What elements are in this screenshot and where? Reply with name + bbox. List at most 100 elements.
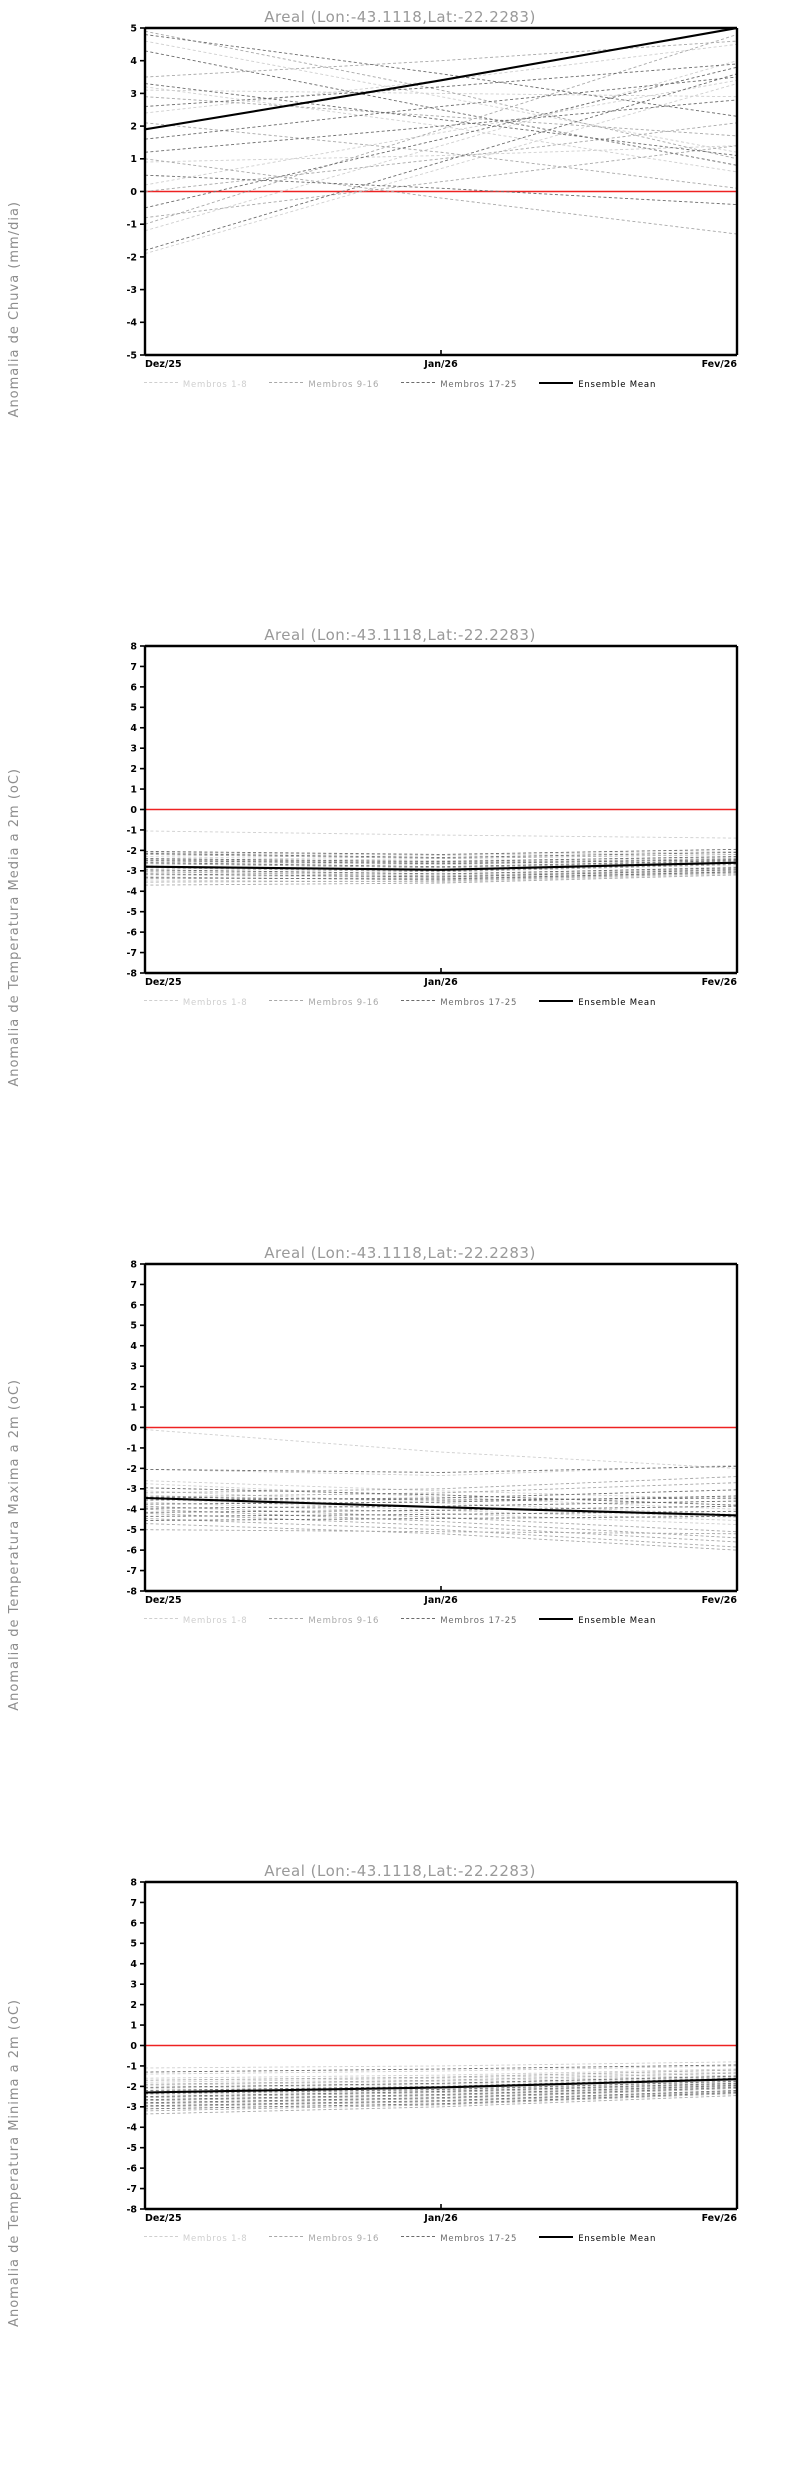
chart-plot-temp-maxima: 8 7 6 5 4 3 2 1 0 -1 -2 -3 -4 -5 -6 -7 -8 Dez/25 Jan/26 Fev… bbox=[126, 1259, 739, 1606]
legend-label: Membros 9-16 bbox=[308, 380, 380, 390]
y-tick-label: 4 bbox=[130, 1341, 137, 1352]
series-line bbox=[145, 1487, 737, 1506]
x-tick-label: Jan/26 bbox=[423, 2213, 458, 2224]
y-tick-label: -6 bbox=[126, 2164, 137, 2175]
y-tick-label: 1 bbox=[130, 2020, 137, 2031]
legend-swatch bbox=[401, 1618, 436, 1620]
y-tick-label: -4 bbox=[126, 318, 137, 329]
legend-label: Membros 17-25 bbox=[440, 380, 518, 390]
series-line bbox=[145, 861, 737, 871]
y-tick-label: -5 bbox=[126, 2143, 137, 2154]
legend-swatch bbox=[269, 1000, 304, 1002]
series-line bbox=[145, 1476, 737, 1494]
legend-swatch bbox=[143, 1618, 178, 1620]
y-tick-label: 0 bbox=[130, 805, 137, 816]
legend-label: Membros 9-16 bbox=[308, 1616, 380, 1626]
legend-label: Membros 1-8 bbox=[182, 1616, 248, 1626]
y-tick-label: -4 bbox=[126, 2123, 137, 2134]
series-line bbox=[145, 40, 737, 153]
series-line bbox=[145, 1483, 737, 1510]
legend-label: Ensemble Mean bbox=[578, 2234, 657, 2244]
x-tick-label: Dez/25 bbox=[145, 1595, 182, 1606]
legend-swatch bbox=[539, 381, 574, 385]
chart-plot-temp-minima: 8 7 6 5 4 3 2 1 0 -1 -2 -3 -4 -5 -6 -7 -8 Dez/25 Jan/26 Fev… bbox=[126, 1877, 739, 2224]
y-tick-label: 1 bbox=[130, 1402, 137, 1413]
series-line bbox=[145, 1496, 737, 1517]
series-line bbox=[145, 873, 737, 883]
y-tick-label: -1 bbox=[126, 2061, 137, 2072]
y-tick-label: 8 bbox=[130, 1877, 137, 1888]
y-tick-label: -3 bbox=[126, 2102, 137, 2113]
chart-legend: Membros 1-8 Membros 9-16 Membros 17-25 Ense… bbox=[0, 1616, 800, 1627]
legend-item: Membros 9-16 bbox=[269, 2234, 379, 2245]
legend-item: Ensemble Mean bbox=[539, 1616, 656, 1627]
series-line bbox=[145, 1505, 737, 1513]
series-line bbox=[145, 2095, 737, 2115]
legend-label: Membros 9-16 bbox=[308, 2234, 380, 2244]
y-tick-label: -8 bbox=[126, 2204, 137, 2215]
series-line bbox=[145, 1500, 737, 1509]
series-line bbox=[145, 2065, 737, 2075]
series-line bbox=[145, 1496, 737, 1501]
x-tick-label: Dez/25 bbox=[145, 977, 182, 988]
y-tick-label: 4 bbox=[130, 56, 137, 67]
series-line bbox=[145, 1523, 737, 1551]
legend-swatch bbox=[401, 382, 436, 384]
y-tick-label: -7 bbox=[126, 948, 137, 959]
legend-item: Membros 17-25 bbox=[401, 2234, 517, 2245]
series-line bbox=[145, 1501, 737, 1526]
series-line bbox=[145, 850, 737, 856]
legend-swatch bbox=[539, 1617, 574, 1621]
legend-swatch bbox=[269, 2236, 304, 2238]
x-tick-label: Dez/25 bbox=[145, 2213, 182, 2224]
y-tick-label: 8 bbox=[130, 1259, 137, 1270]
series-line bbox=[145, 864, 737, 873]
series-line bbox=[145, 2071, 737, 2083]
series-line bbox=[145, 1512, 737, 1543]
series-line bbox=[145, 868, 737, 877]
y-tick-label: 0 bbox=[130, 187, 137, 198]
series-line bbox=[145, 1529, 737, 1535]
series-line bbox=[145, 2085, 737, 2102]
y-tick-label: 5 bbox=[130, 23, 137, 34]
series-line bbox=[145, 869, 737, 878]
y-tick-label: -7 bbox=[126, 1566, 137, 1577]
chart-title: Areal (Lon:-43.1118,Lat:-22.2283) bbox=[264, 626, 536, 644]
y-tick-label: 2 bbox=[130, 1382, 137, 1393]
series-line bbox=[145, 1518, 737, 1548]
series-line bbox=[145, 174, 737, 206]
y-tick-label: 7 bbox=[130, 1280, 137, 1291]
y-tick-label: 3 bbox=[130, 89, 137, 100]
y-tick-label: 3 bbox=[130, 1980, 137, 1991]
legend-label: Membros 17-25 bbox=[440, 998, 518, 1008]
y-tick-label: -3 bbox=[126, 866, 137, 877]
series-line bbox=[145, 50, 737, 166]
x-tick-label: Jan/26 bbox=[423, 359, 458, 370]
series-line bbox=[145, 2076, 737, 2089]
legend-label: Membros 1-8 bbox=[182, 2234, 248, 2244]
chart-plot-temp-media: 8 7 6 5 4 3 2 1 0 -1 -2 -3 -4 -5 -6 -7 -8 Dez/25 Jan/26 Fev… bbox=[126, 641, 739, 988]
legend-label: Membros 9-16 bbox=[308, 998, 380, 1008]
y-tick-label: -2 bbox=[126, 2082, 137, 2093]
series-line bbox=[145, 2069, 737, 2081]
legend-label: Ensemble Mean bbox=[578, 380, 657, 390]
series-line bbox=[145, 30, 737, 160]
chart-panel-temp-maxima: Areal (Lon:-43.1118,Lat:-22.2283) Anomali… bbox=[0, 1236, 800, 1854]
plot-area: 8 7 6 5 4 3 2 1 0 -1 -2 -3 -4 -5 -6 -7 -8 Dez/25 Jan/26 Fev… bbox=[0, 1854, 800, 2472]
y-tick-label: 4 bbox=[130, 723, 137, 734]
series-line bbox=[145, 854, 737, 860]
legend-item: Membros 1-8 bbox=[143, 380, 248, 391]
legend-item: Membros 1-8 bbox=[143, 1616, 248, 1627]
y-tick-label: -2 bbox=[126, 252, 137, 263]
series-line bbox=[145, 2072, 737, 2085]
y-tick-label: -3 bbox=[126, 1484, 137, 1495]
legend-label: Membros 1-8 bbox=[182, 380, 248, 390]
series-line bbox=[145, 122, 737, 189]
legend-swatch bbox=[269, 382, 304, 384]
y-tick-label: 7 bbox=[130, 662, 137, 673]
x-tick-label: Fev/26 bbox=[702, 977, 738, 988]
series-line bbox=[145, 83, 737, 255]
plot-area: 8 7 6 5 4 3 2 1 0 -1 -2 -3 -4 -5 -6 -7 -8 Dez/25 Jan/26 Fev… bbox=[0, 618, 800, 1236]
series-line bbox=[145, 872, 737, 883]
chart-title: Areal (Lon:-43.1118,Lat:-22.2283) bbox=[264, 8, 536, 26]
